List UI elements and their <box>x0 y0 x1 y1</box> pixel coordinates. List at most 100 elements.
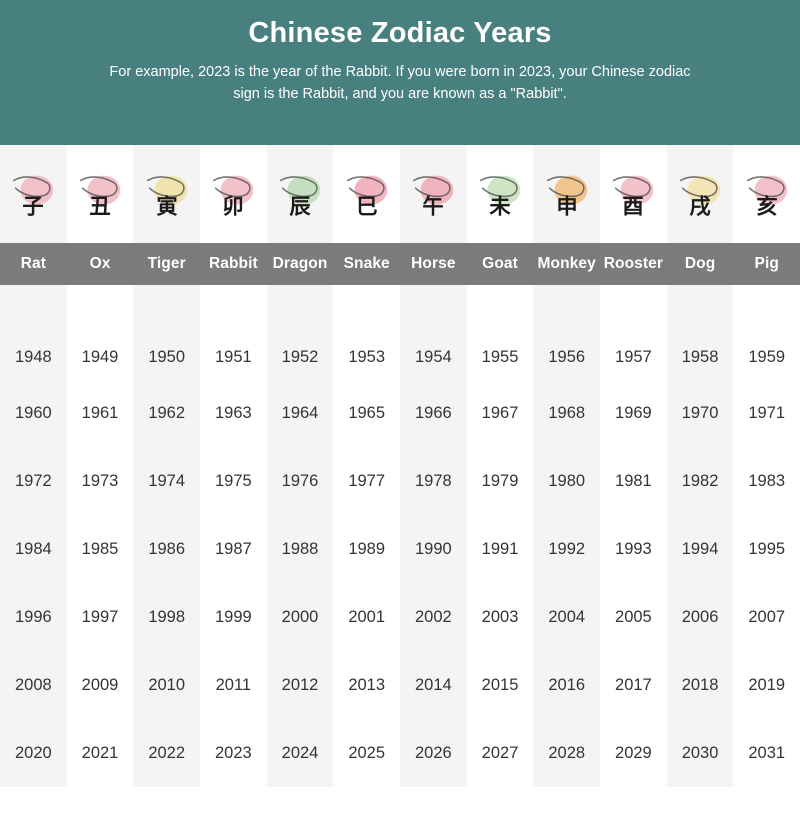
zodiac-year-cell[interactable]: 2031 <box>748 743 786 762</box>
zodiac-name-header[interactable]: Tiger <box>133 243 201 285</box>
zodiac-year-cell[interactable]: 2011 <box>215 675 252 694</box>
zodiac-year-cell[interactable]: 2006 <box>681 607 719 626</box>
zodiac-year-cell[interactable]: 1990 <box>415 539 452 558</box>
zodiac-year-cell[interactable]: 2030 <box>681 743 719 762</box>
zodiac-name-header[interactable]: Pig <box>733 243 800 285</box>
zodiac-name-header[interactable]: Snake <box>333 243 401 285</box>
zodiac-name-header[interactable]: Rooster <box>600 243 667 285</box>
zodiac-year-cell[interactable]: 1952 <box>281 348 319 366</box>
zodiac-year-cell[interactable]: 1976 <box>281 471 319 490</box>
zodiac-year-cell[interactable]: 2021 <box>81 743 119 762</box>
zodiac-year-cell[interactable]: 1964 <box>281 403 319 422</box>
zodiac-year-cell[interactable]: 1997 <box>81 607 119 626</box>
zodiac-year-cell[interactable]: 1978 <box>415 471 452 490</box>
zodiac-year-cell[interactable]: 1968 <box>548 403 586 422</box>
zodiac-year-cell[interactable]: 2019 <box>748 675 786 694</box>
zodiac-year-cell[interactable]: 1970 <box>681 403 719 422</box>
zodiac-year-cell[interactable]: 1948 <box>14 348 52 366</box>
zodiac-year-cell[interactable]: 1958 <box>681 348 719 366</box>
dog-calligraphy-icon: 戌 <box>679 175 721 219</box>
zodiac-year-cell[interactable]: 1995 <box>748 539 786 558</box>
zodiac-year-cell[interactable]: 2026 <box>415 743 452 762</box>
zodiac-year-cell[interactable]: 2003 <box>481 607 519 626</box>
zodiac-year-cell[interactable]: 2028 <box>548 743 586 762</box>
zodiac-year-cell[interactable]: 1953 <box>348 348 386 366</box>
zodiac-year-cell[interactable]: 1961 <box>81 403 119 422</box>
zodiac-year-cell[interactable]: 2009 <box>81 675 119 694</box>
zodiac-year-cell[interactable]: 1955 <box>481 348 519 366</box>
zodiac-year-cell[interactable]: 2000 <box>281 607 319 626</box>
zodiac-year-cell[interactable]: 1960 <box>14 403 52 422</box>
zodiac-name-header[interactable]: Rat <box>0 243 67 285</box>
zodiac-name-header[interactable]: Monkey <box>533 243 601 285</box>
zodiac-year-cell[interactable]: 2027 <box>481 743 519 762</box>
zodiac-year-cell[interactable]: 2024 <box>281 743 319 762</box>
zodiac-year-cell[interactable]: 1991 <box>481 539 519 558</box>
zodiac-year-cell[interactable]: 1972 <box>14 471 52 490</box>
zodiac-year-cell[interactable]: 1966 <box>415 403 452 422</box>
zodiac-year-cell[interactable]: 2005 <box>615 607 652 626</box>
zodiac-year-cell[interactable]: 1962 <box>148 403 186 422</box>
zodiac-year-cell[interactable]: 1967 <box>481 403 519 422</box>
zodiac-year-cell[interactable]: 2016 <box>548 675 586 694</box>
zodiac-year-cell[interactable]: 1982 <box>681 471 719 490</box>
zodiac-year-cell[interactable]: 1989 <box>348 539 386 558</box>
zodiac-name-header[interactable]: Goat <box>466 243 534 285</box>
zodiac-year-cell[interactable]: 2010 <box>148 675 186 694</box>
zodiac-column: 丑 Ox 1949 1961 1973 1985 1997 2009 2021 <box>66 145 134 787</box>
zodiac-year-cell[interactable]: 1994 <box>681 539 719 558</box>
zodiac-year-cell[interactable]: 1959 <box>748 348 786 366</box>
zodiac-year-cell[interactable]: 1999 <box>214 607 252 626</box>
zodiac-year-cell[interactable]: 2013 <box>348 675 386 694</box>
zodiac-year-cell[interactable]: 2029 <box>615 743 652 762</box>
zodiac-year-cell[interactable]: 1996 <box>14 607 52 626</box>
zodiac-year-cell[interactable]: 1983 <box>748 471 786 490</box>
zodiac-year-cell[interactable]: 2008 <box>14 675 52 694</box>
zodiac-year-cell[interactable]: 1956 <box>548 348 586 366</box>
zodiac-year-cell[interactable]: 2017 <box>615 675 652 694</box>
zodiac-year-cell[interactable]: 2015 <box>481 675 519 694</box>
zodiac-year-cell[interactable]: 1973 <box>81 471 119 490</box>
zodiac-name-header[interactable]: Dog <box>666 243 734 285</box>
heavenly-stem-character: 辰 <box>289 194 311 219</box>
zodiac-year-cell[interactable]: 1974 <box>148 471 186 490</box>
zodiac-year-cell[interactable]: 2022 <box>148 743 186 762</box>
zodiac-year-cell[interactable]: 1987 <box>214 539 252 558</box>
zodiac-year-cell[interactable]: 1963 <box>214 403 252 422</box>
zodiac-year-cell[interactable]: 1949 <box>81 348 119 366</box>
zodiac-name-header[interactable]: Rabbit <box>200 243 267 285</box>
zodiac-year-cell[interactable]: 1954 <box>415 348 452 366</box>
zodiac-year-cell[interactable]: 2023 <box>214 743 252 762</box>
zodiac-year-cell[interactable]: 2018 <box>681 675 719 694</box>
zodiac-year-cell[interactable]: 1985 <box>81 539 119 558</box>
zodiac-year-cell[interactable]: 1984 <box>14 539 52 558</box>
zodiac-year-cell[interactable]: 1988 <box>281 539 319 558</box>
zodiac-year-cell[interactable]: 1977 <box>348 471 386 490</box>
heavenly-stem-character: 未 <box>489 194 511 219</box>
zodiac-year-cell[interactable]: 1992 <box>548 539 586 558</box>
zodiac-year-cell[interactable]: 2004 <box>548 607 586 626</box>
zodiac-year-cell[interactable]: 2002 <box>415 607 452 626</box>
zodiac-year-cell[interactable]: 1950 <box>148 348 186 366</box>
zodiac-year-cell[interactable]: 1951 <box>214 348 252 366</box>
zodiac-year-cell[interactable]: 2012 <box>281 675 319 694</box>
zodiac-year-cell[interactable]: 1998 <box>148 607 186 626</box>
zodiac-year-cell[interactable]: 2007 <box>748 607 786 626</box>
zodiac-year-cell[interactable]: 2001 <box>348 607 386 626</box>
zodiac-name-header[interactable]: Horse <box>400 243 467 285</box>
zodiac-year-cell[interactable]: 1993 <box>615 539 652 558</box>
zodiac-year-cell[interactable]: 1975 <box>214 471 252 490</box>
zodiac-year-cell[interactable]: 1969 <box>615 403 652 422</box>
zodiac-name-header[interactable]: Ox <box>66 243 134 285</box>
zodiac-year-cell[interactable]: 2025 <box>348 743 386 762</box>
zodiac-year-cell[interactable]: 1981 <box>615 471 652 490</box>
zodiac-year-cell[interactable]: 1971 <box>748 403 786 422</box>
zodiac-year-cell[interactable]: 1979 <box>481 471 519 490</box>
zodiac-year-cell[interactable]: 1986 <box>148 539 186 558</box>
zodiac-year-cell[interactable]: 2020 <box>14 743 52 762</box>
zodiac-year-cell[interactable]: 1980 <box>548 471 586 490</box>
zodiac-year-cell[interactable]: 1965 <box>348 403 386 422</box>
zodiac-name-header[interactable]: Dragon <box>266 243 334 285</box>
zodiac-year-cell[interactable]: 2014 <box>415 675 452 694</box>
zodiac-year-cell[interactable]: 1957 <box>615 348 652 366</box>
